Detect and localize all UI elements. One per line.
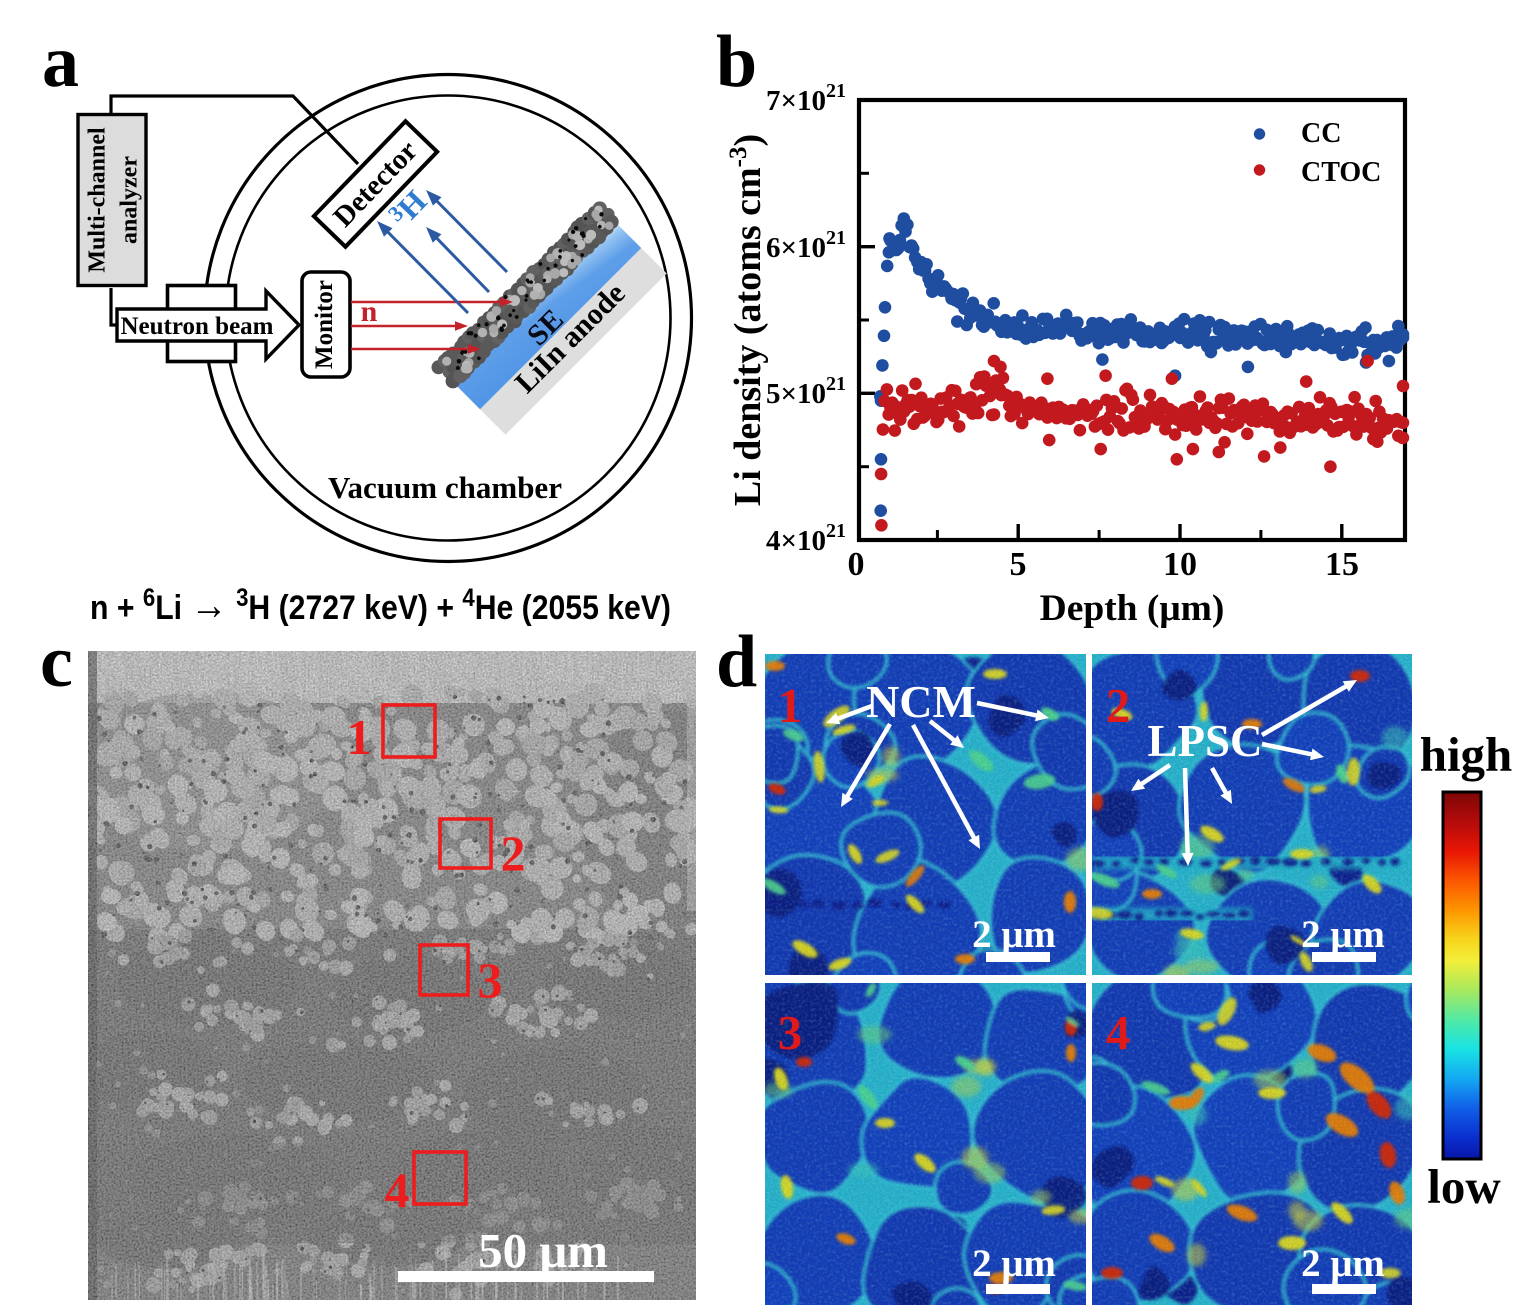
svg-text:low: low [1427, 1159, 1501, 1214]
svg-text:d: d [716, 621, 757, 703]
svg-text:3: 3 [778, 1005, 803, 1060]
svg-text:0: 0 [848, 546, 865, 583]
svg-text:b: b [716, 21, 757, 103]
svg-text:CTOC: CTOC [1301, 157, 1381, 188]
svg-text:5: 5 [1010, 546, 1027, 583]
svg-text:n + 6Li → 3H (2727 keV) + 4He: n + 6Li → 3H (2727 keV) + 4He (2055 keV) [90, 581, 671, 628]
svg-text:5×1021: 5×1021 [766, 373, 846, 410]
svg-text:c: c [40, 621, 73, 703]
svg-text:2 μm: 2 μm [972, 1242, 1056, 1285]
svg-text:Monitor: Monitor [311, 280, 338, 369]
svg-text:a: a [42, 21, 79, 103]
svg-text:15: 15 [1325, 546, 1359, 583]
svg-text:50 μm: 50 μm [478, 1223, 608, 1278]
svg-text:Li density (atoms cm-3): Li density (atoms cm-3) [725, 134, 769, 506]
svg-text:4×1021: 4×1021 [766, 520, 846, 557]
svg-text:7×1021: 7×1021 [766, 80, 846, 117]
svg-text:Neutron beam: Neutron beam [120, 313, 273, 340]
svg-text:Depth (μm): Depth (μm) [1040, 588, 1225, 629]
svg-text:NCM: NCM [866, 676, 976, 727]
svg-text:10: 10 [1163, 546, 1197, 583]
svg-text:LPSC: LPSC [1147, 716, 1262, 766]
svg-text:1: 1 [347, 709, 372, 765]
svg-text:n: n [361, 295, 378, 328]
svg-text:high: high [1420, 727, 1513, 782]
svg-text:4: 4 [1106, 1005, 1131, 1060]
svg-text:analyzer: analyzer [117, 156, 143, 244]
svg-text:2 μm: 2 μm [1301, 1242, 1385, 1285]
svg-text:1: 1 [778, 678, 803, 733]
svg-text:2: 2 [501, 825, 526, 881]
svg-text:2: 2 [1106, 678, 1131, 733]
svg-text:4: 4 [385, 1162, 410, 1218]
svg-text:Multi-channel: Multi-channel [85, 127, 111, 273]
svg-text:Vacuum chamber: Vacuum chamber [328, 470, 562, 505]
svg-text:2 μm: 2 μm [972, 913, 1056, 956]
svg-text:CC: CC [1301, 118, 1341, 149]
svg-text:2 μm: 2 μm [1301, 913, 1385, 956]
svg-text:6×1021: 6×1021 [766, 227, 846, 264]
svg-text:3: 3 [478, 952, 503, 1008]
